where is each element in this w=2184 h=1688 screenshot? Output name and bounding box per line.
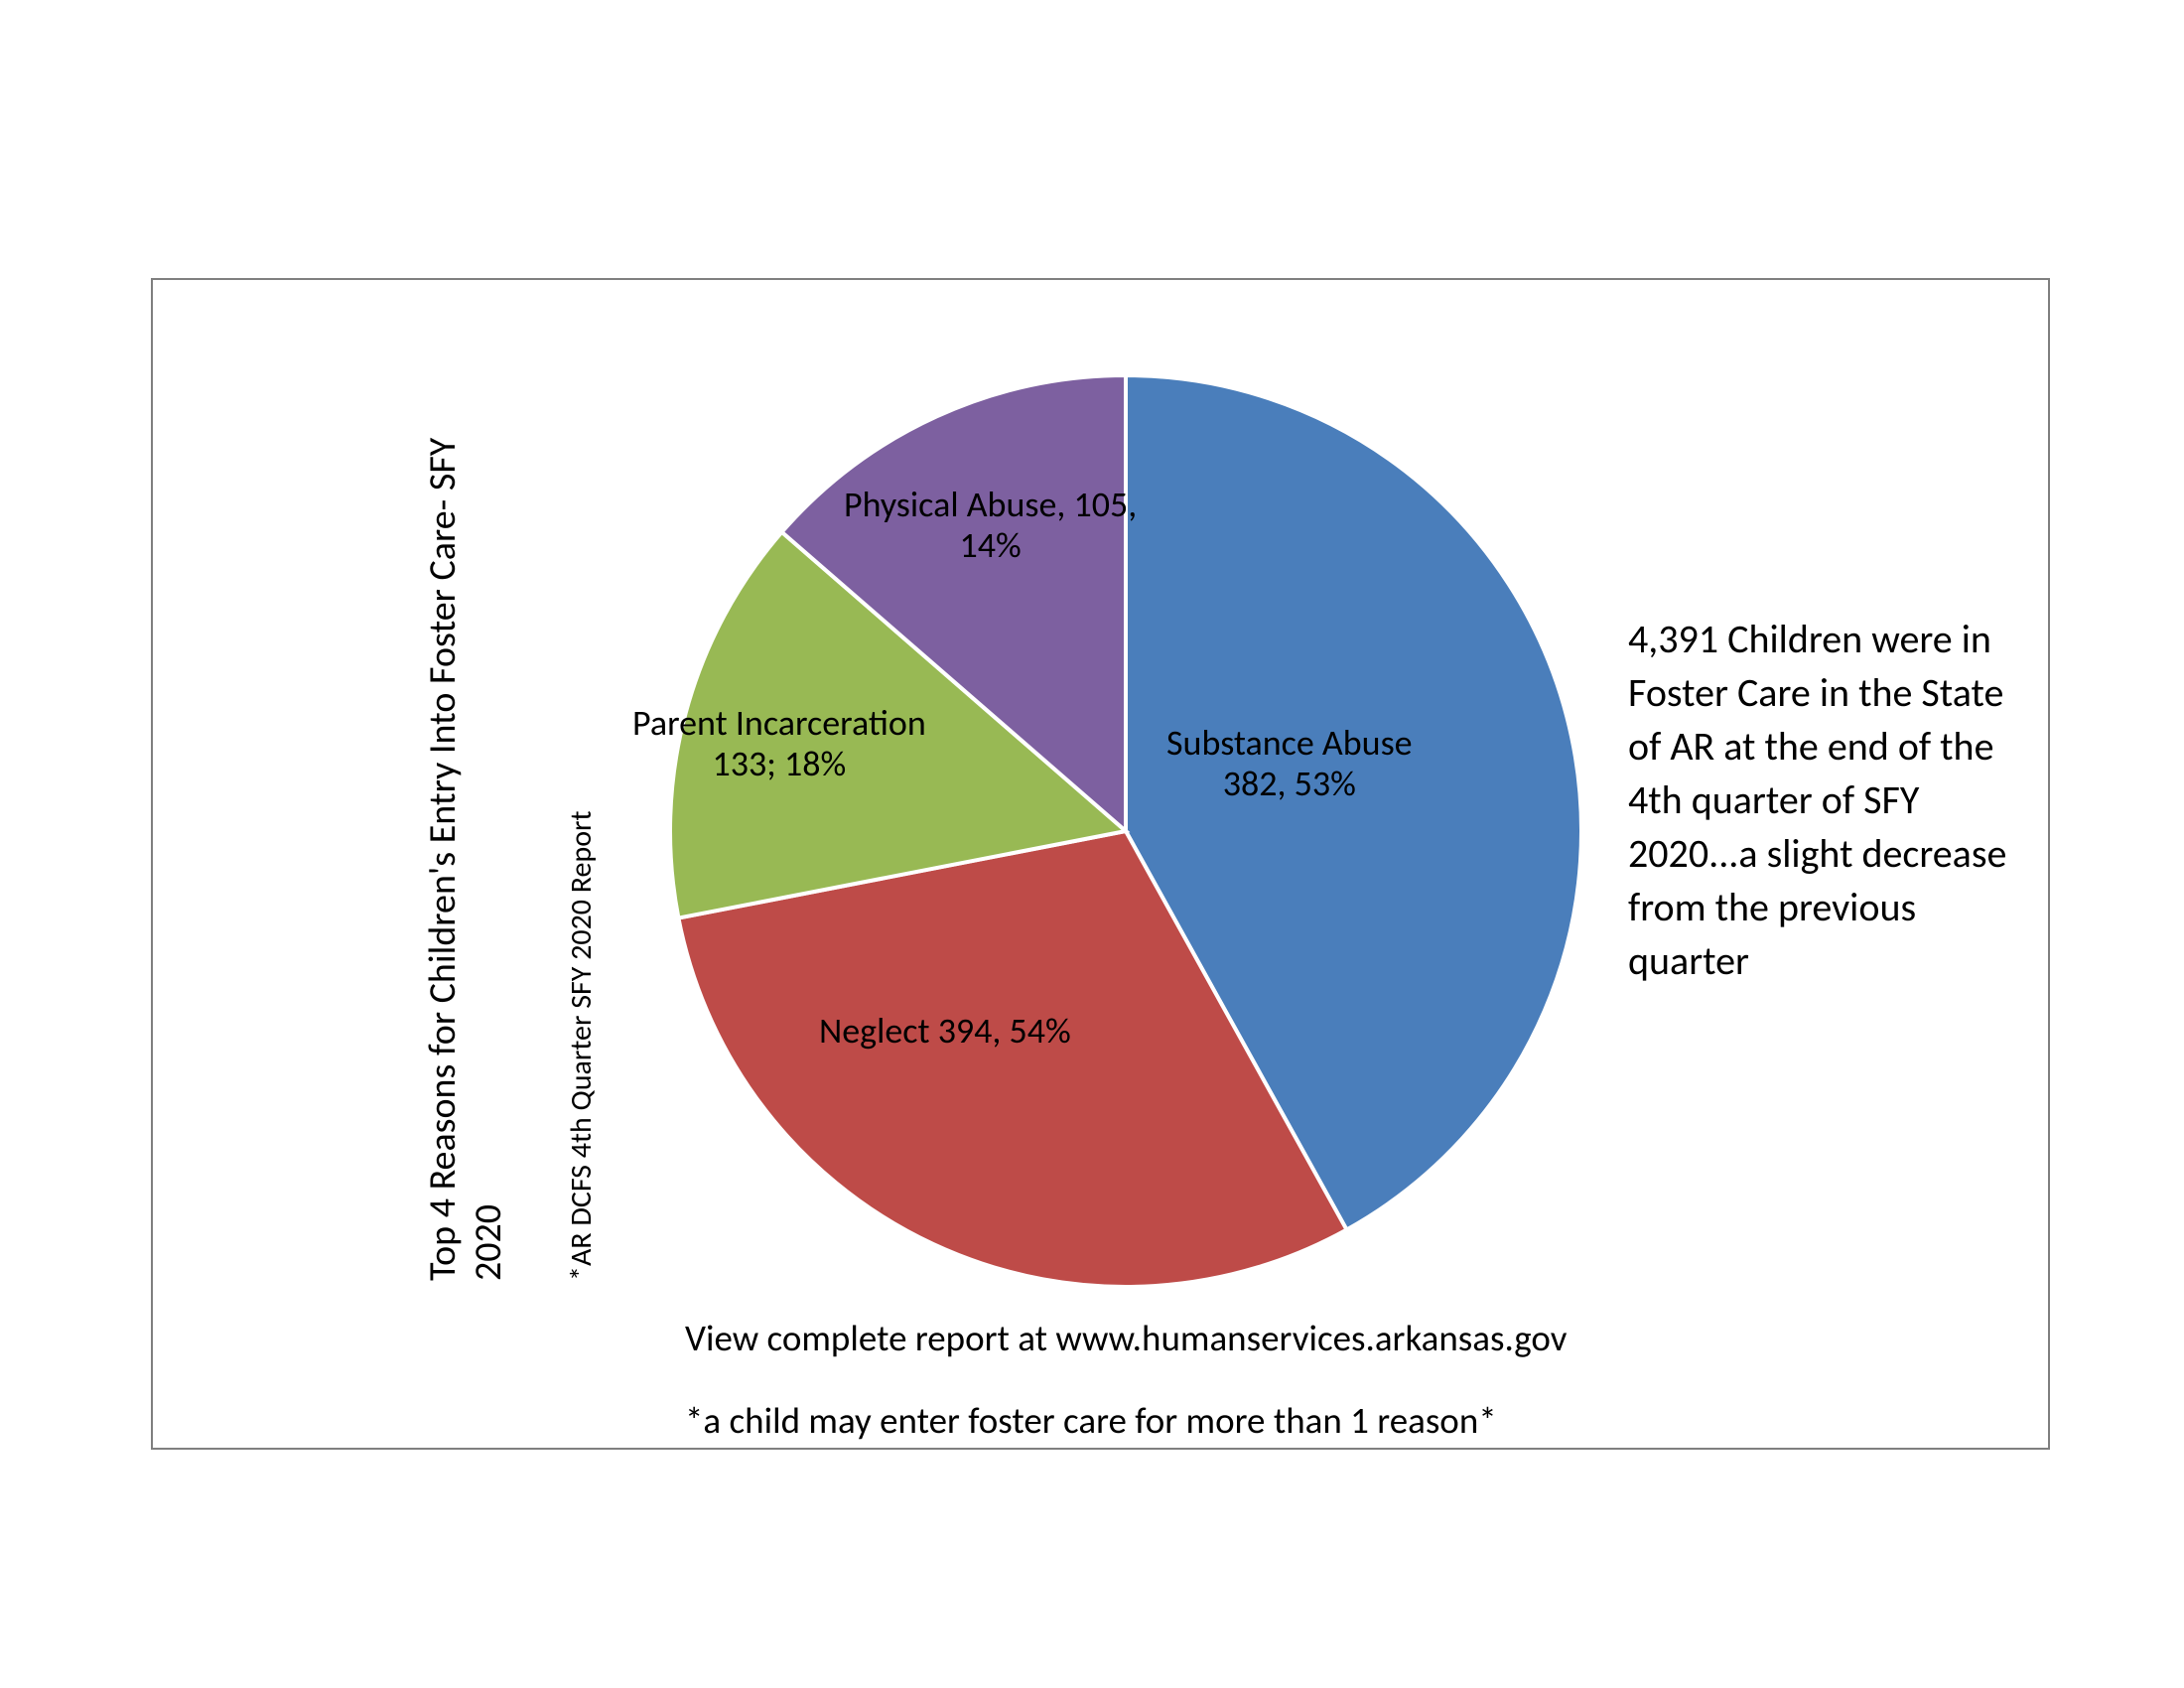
chart-title-sub: *AR DCFS 4th Quarter SFY 2020 Report	[564, 725, 600, 1281]
footer-note: *a child may enter foster care for more …	[685, 1398, 1497, 1443]
slice-label-line2: 133; 18%	[713, 742, 847, 785]
slice-label-substance-abuse: Substance Abuse382, 53%	[1166, 723, 1413, 805]
slice-label-line1: Parent Incarceration	[632, 701, 926, 745]
page: Top 4 Reasons for Children's Entry Into …	[0, 0, 2184, 1688]
slice-label-line1: Physical Abuse, 105,	[844, 483, 1137, 526]
slice-label-line2: 14%	[959, 523, 1021, 567]
chart-title-main: Top 4 Reasons for Children's Entry Into …	[421, 377, 511, 1281]
slice-label-line1: Substance Abuse	[1166, 721, 1413, 765]
slice-label-neglect: Neglect 394, 54%	[819, 1011, 1071, 1052]
slice-label-line2: 382, 53%	[1223, 762, 1356, 805]
sidebar-description: 4,391 Children were in Foster Care in th…	[1628, 613, 2040, 988]
slice-label-parent-incarceration: Parent Incarceration133; 18%	[632, 703, 926, 785]
slice-label-physical-abuse: Physical Abuse, 105,14%	[844, 485, 1137, 567]
slice-label-line1: Neglect 394, 54%	[819, 1009, 1071, 1053]
footer-link-text: View complete report at www.humanservice…	[685, 1316, 1567, 1360]
